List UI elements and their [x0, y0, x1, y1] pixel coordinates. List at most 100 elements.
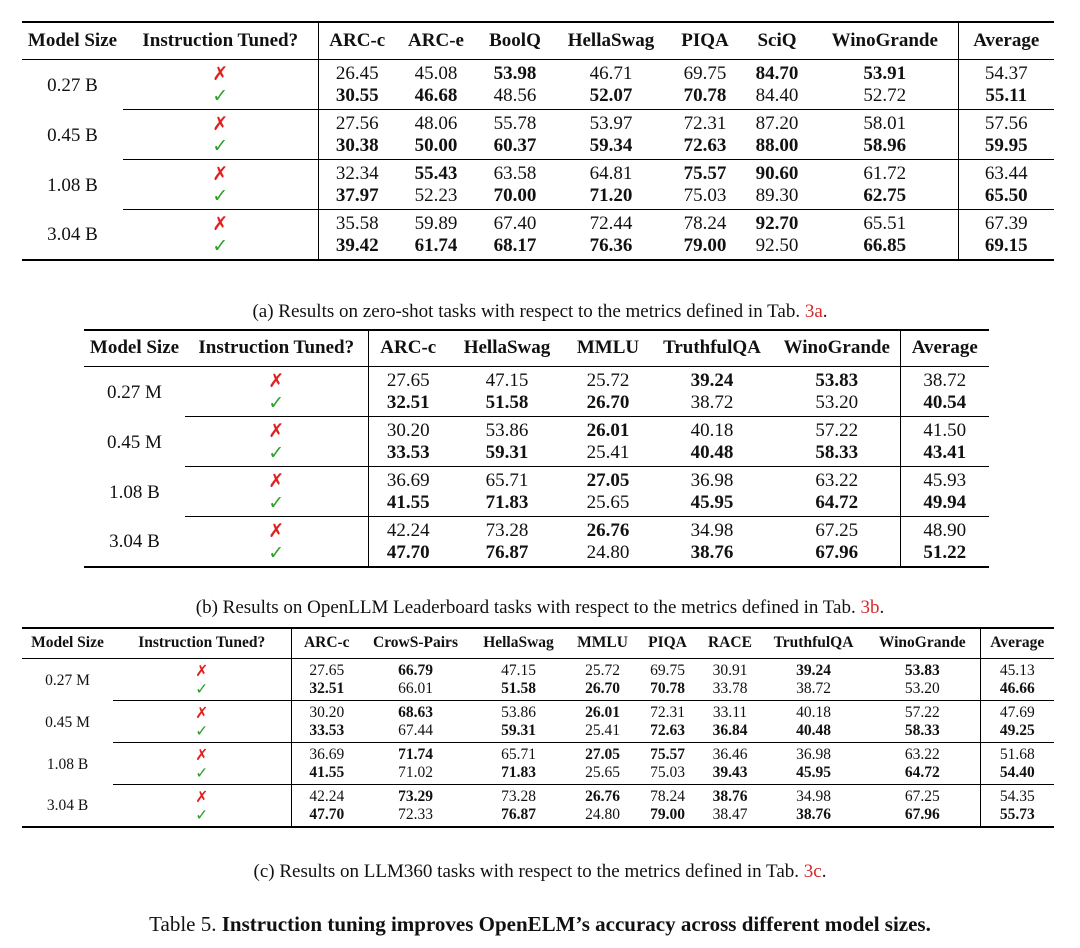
score-cell: 65.50 [957, 184, 1054, 210]
header-instruction-tuned: Instruction Tuned? [123, 23, 318, 60]
table-row: ✓ 30.55 46.68 48.56 52.07 70.78 84.40 52.72 55.1… [22, 84, 1054, 110]
score-cell: 53.83 [904, 661, 940, 679]
score-cell: 51.58 [469, 679, 568, 701]
score-cell: 34.98 [796, 787, 831, 805]
score-cell: 54.37 [957, 59, 1054, 85]
caption-a-ref[interactable]: 3a [804, 301, 823, 322]
score-cell: 72.33 [398, 805, 433, 823]
score-cell: 52.23 [396, 184, 476, 210]
score-cell: 59.95 [957, 134, 1054, 160]
score-cell: 51.22 [899, 541, 989, 566]
score-cell: 54.40 [979, 763, 1054, 785]
score-cell: 53.83 [815, 369, 859, 391]
caption-b-ref[interactable]: 3b [860, 597, 880, 618]
score-cell: 37.97 [317, 184, 396, 210]
score-cell: 76.87 [485, 541, 529, 563]
header-model-size: Model Size [84, 331, 185, 367]
score-cell: 47.15 [501, 661, 536, 679]
score-cell: 40.18 [796, 703, 831, 721]
score-cell: 63.22 [815, 469, 859, 491]
caption-b-end: . [879, 597, 885, 618]
score-cell: 60.37 [476, 134, 554, 160]
score-cell: 73.28 [501, 787, 536, 805]
score-cell: 72.31 [683, 112, 727, 134]
score-cell: 72.44 [589, 212, 633, 234]
score-cell: 67.96 [904, 805, 940, 823]
header-hellaswag: HellaSwag [469, 629, 568, 659]
score-cell: 59.89 [414, 212, 458, 234]
score-cell: 79.00 [683, 234, 727, 256]
header-winogrande: WinoGrande [812, 23, 958, 60]
score-cell: 72.63 [668, 134, 742, 160]
cross-mark-icon: ✗ [212, 112, 229, 135]
table-row: 1.08 B ✗ 36.69 71.74 65.71 27.05 75.57 36.46 36.… [22, 742, 1054, 773]
score-cell: 30.91 [712, 661, 748, 679]
table-row: ✓ 33.53 59.31 25.41 40.48 58.33 43.41 [84, 441, 989, 467]
score-cell: 26.45 [317, 59, 396, 85]
table-row: 1.08 B ✗ 36.69 65.71 27.05 36.98 63.22 45.93 [84, 466, 989, 503]
score-cell: 71.74 [398, 745, 433, 763]
score-cell: 50.00 [396, 134, 476, 160]
table-caption: Table 5. Instruction tuning improves Ope… [0, 912, 1080, 937]
table-row: 1.08 B ✗ 32.34 55.43 63.58 64.81 75.57 90.60 61.… [22, 159, 1054, 196]
check-mark-icon: ✓ [123, 84, 318, 110]
score-cell: 69.15 [957, 234, 1054, 259]
table-b-body: 0.27 M ✗ 27.65 47.15 25.72 39.24 53.83 38.72 ✓ 32… [84, 366, 989, 566]
score-cell: 26.76 [586, 519, 630, 541]
header-winogrande: WinoGrande [865, 629, 980, 659]
score-cell: 30.38 [317, 134, 396, 160]
caption-b-text: (b) Results on OpenLLM Leaderboard tasks… [195, 597, 861, 618]
score-cell: 65.71 [485, 469, 529, 491]
header-average: Average [899, 331, 989, 367]
score-cell: 33.78 [698, 679, 762, 701]
score-cell: 75.57 [683, 162, 727, 184]
score-cell: 53.86 [485, 419, 529, 441]
score-cell: 70.78 [668, 84, 742, 110]
score-cell: 25.65 [566, 491, 650, 517]
score-cell: 48.06 [414, 112, 458, 134]
score-cell: 67.25 [815, 519, 859, 541]
score-cell: 75.03 [668, 184, 742, 210]
header-boolq: BoolQ [476, 23, 554, 60]
table-caption-title: Instruction tuning improves OpenELM’s ac… [221, 912, 931, 936]
table-row: ✓ 37.97 52.23 70.00 71.20 75.03 89.30 62.75 65.5… [22, 184, 1054, 210]
score-cell: 59.31 [448, 441, 566, 467]
header-race: RACE [698, 629, 762, 659]
header-mmlu: MMLU [566, 331, 650, 367]
score-cell: 45.13 [979, 658, 1054, 680]
table-row: 0.27 M ✗ 27.65 47.15 25.72 39.24 53.83 38.72 [84, 366, 989, 403]
table-c-body: 0.27 M ✗ 27.65 66.79 47.15 25.72 69.75 30.91 39.… [22, 658, 1054, 826]
check-mark-icon: ✓ [113, 679, 291, 701]
score-cell: 70.00 [476, 184, 554, 210]
cross-mark-icon: ✗ [195, 787, 209, 806]
score-cell: 73.29 [398, 787, 433, 805]
table-row: ✓ 41.55 71.02 71.83 25.65 75.03 39.43 45.95 64.7… [22, 763, 1054, 785]
score-cell: 26.70 [568, 679, 637, 701]
score-cell: 25.72 [586, 369, 630, 391]
score-cell: 67.39 [957, 209, 1054, 235]
score-cell: 45.95 [650, 491, 774, 517]
caption-c-end: . [821, 861, 827, 882]
score-cell: 38.76 [712, 787, 748, 805]
score-cell: 36.98 [796, 745, 831, 763]
score-cell: 61.74 [414, 234, 458, 256]
cross-mark-icon: ✗ [195, 661, 209, 680]
caption-c-ref[interactable]: 3c [803, 861, 822, 882]
score-cell: 27.56 [317, 109, 396, 135]
score-cell: 51.68 [979, 742, 1054, 764]
table-row: ✓ 47.70 76.87 24.80 38.76 67.96 51.22 [84, 541, 989, 566]
score-cell: 76.87 [501, 805, 536, 823]
score-cell: 38.72 [762, 679, 865, 701]
score-cell: 64.72 [774, 491, 900, 517]
score-cell: 46.68 [396, 84, 476, 110]
model-size-cell: 0.45 B [47, 124, 98, 146]
header-hellaswag: HellaSwag [448, 331, 566, 367]
header-truthfulqa: TruthfulQA [762, 629, 865, 659]
score-cell: 53.98 [493, 62, 537, 84]
score-cell: 34.98 [690, 519, 734, 541]
cross-mark-icon: ✗ [268, 369, 285, 392]
caption-a-end: . [822, 301, 828, 322]
caption-c-text: (c) Results on LLM360 tasks with respect… [253, 861, 804, 882]
score-cell: 48.90 [899, 516, 989, 542]
header-sciq: SciQ [742, 23, 812, 60]
